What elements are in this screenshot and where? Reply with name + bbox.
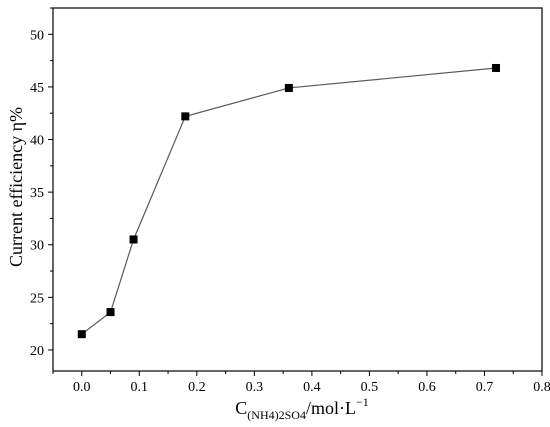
plot-border bbox=[52, 7, 543, 372]
x-axis-title: C(NH4)2SO4/mol·L−1 bbox=[235, 395, 368, 422]
y-tick-label: 35 bbox=[30, 186, 44, 201]
x-tick-label: 0.7 bbox=[476, 380, 494, 395]
x-tick-label: 0.5 bbox=[361, 380, 379, 395]
x-axis-title-unit: /mol·L bbox=[306, 398, 356, 418]
x-axis-title-superscript: −1 bbox=[356, 395, 369, 409]
data-point bbox=[106, 308, 115, 317]
x-tick-label: 0.1 bbox=[131, 380, 149, 395]
y-tick-label: 50 bbox=[30, 28, 44, 43]
y-tick-label: 30 bbox=[30, 239, 44, 254]
x-tick-label: 0.6 bbox=[418, 380, 436, 395]
x-tick-label: 0.0 bbox=[73, 380, 91, 395]
y-axis-ticks: 20 25 30 35 40 45 50 bbox=[30, 7, 53, 359]
x-tick-label: 0.3 bbox=[246, 380, 264, 395]
y-tick-label: 20 bbox=[30, 344, 44, 359]
x-axis-ticks: 0.0 0.1 0.2 0.3 0.4 0.5 0.6 0.7 0.8 bbox=[52, 371, 550, 395]
plot-frame bbox=[52, 7, 543, 372]
y-axis-title: Current efficiency η% bbox=[6, 107, 26, 267]
data-point bbox=[129, 235, 138, 244]
x-axis-title-subscript: (NH4)2SO4 bbox=[247, 408, 306, 422]
data-point bbox=[284, 83, 293, 92]
x-axis-title-main: C bbox=[235, 398, 247, 418]
y-tick-label: 40 bbox=[30, 134, 44, 149]
data-point bbox=[77, 330, 86, 339]
y-tick-label: 45 bbox=[30, 81, 44, 96]
x-tick-label: 0.4 bbox=[303, 380, 321, 395]
x-tick-label: 0.8 bbox=[533, 380, 550, 395]
y-tick-label: 25 bbox=[30, 291, 44, 306]
x-tick-label: 0.2 bbox=[188, 380, 206, 395]
series-polyline bbox=[81, 67, 497, 335]
series-points bbox=[77, 63, 500, 339]
data-point bbox=[491, 63, 500, 72]
data-point bbox=[181, 112, 190, 121]
series-line bbox=[81, 67, 497, 335]
